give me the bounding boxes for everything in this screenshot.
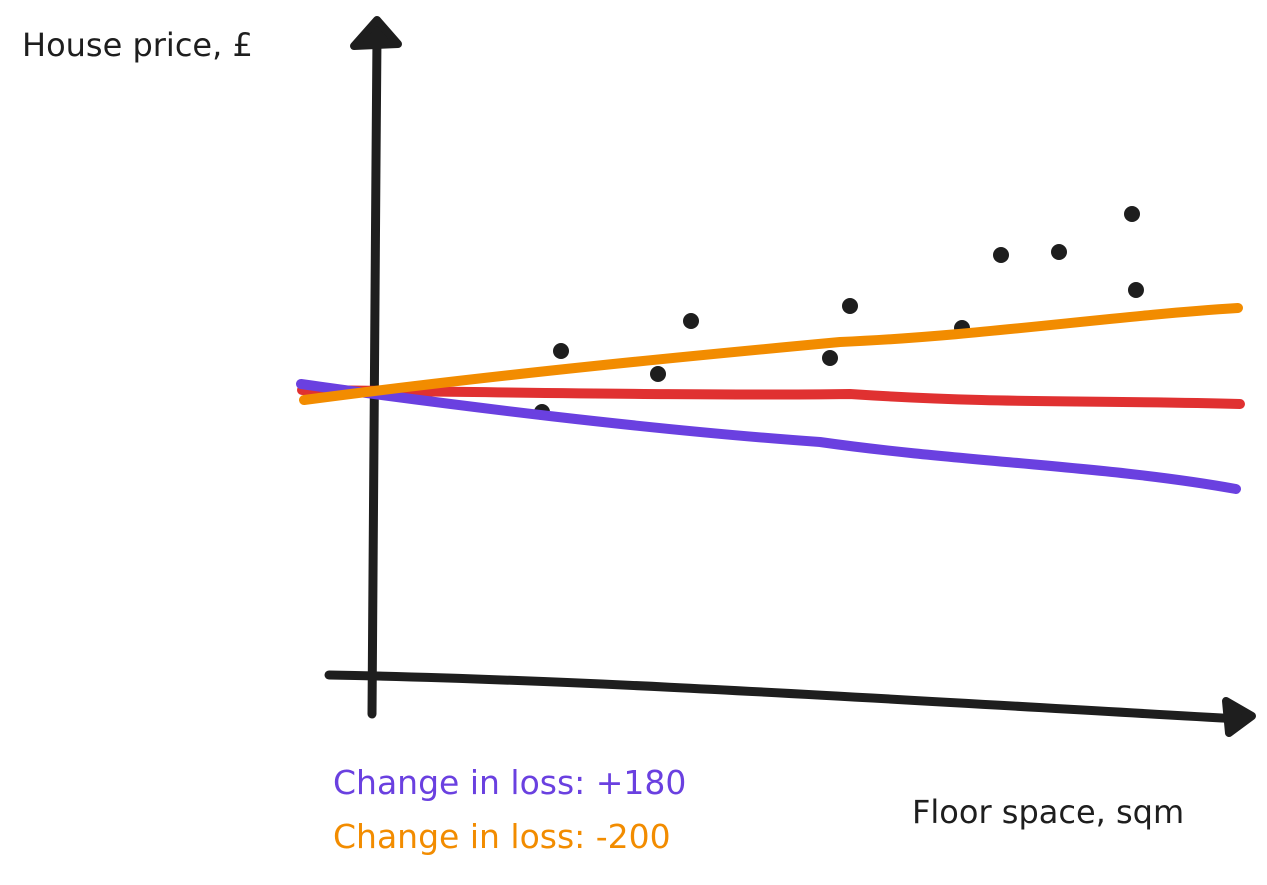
annotation-purple: Change in loss: +180	[333, 763, 686, 802]
x-axis-label: Floor space, sqm	[912, 793, 1184, 831]
red-line	[297, 385, 1245, 409]
data-point	[1051, 244, 1067, 260]
y-axis-arrowhead	[350, 16, 402, 50]
fit-lines	[296, 303, 1245, 494]
data-point	[553, 343, 569, 359]
x-axis	[324, 670, 1245, 724]
data-point	[650, 366, 666, 382]
data-point	[1124, 206, 1140, 222]
data-points	[534, 206, 1144, 420]
y-axis-label: House price, £	[22, 26, 253, 64]
annotation-orange: Change in loss: -200	[333, 817, 671, 856]
purple-line	[296, 379, 1241, 494]
data-point	[842, 298, 858, 314]
x-axis-arrowhead	[1222, 697, 1256, 737]
data-point	[683, 313, 699, 329]
data-point	[822, 350, 838, 366]
axes	[324, 16, 1256, 737]
orange-line	[299, 303, 1243, 405]
data-point	[993, 247, 1009, 263]
data-point	[1128, 282, 1144, 298]
y-axis	[367, 31, 382, 719]
